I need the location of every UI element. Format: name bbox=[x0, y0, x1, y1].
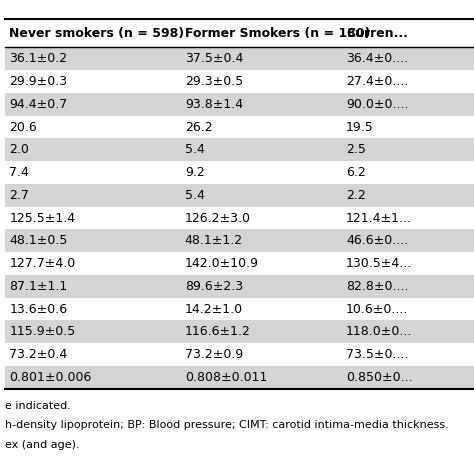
Text: 36.4±0....: 36.4±0.... bbox=[346, 52, 408, 65]
Text: 36.1±0.2: 36.1±0.2 bbox=[9, 52, 68, 65]
Text: 142.0±10.9: 142.0±10.9 bbox=[185, 257, 259, 270]
Text: 89.6±2.3: 89.6±2.3 bbox=[185, 280, 243, 293]
Text: 26.2: 26.2 bbox=[185, 120, 212, 134]
Text: 115.9±0.5: 115.9±0.5 bbox=[9, 325, 76, 338]
Text: 87.1±1.1: 87.1±1.1 bbox=[9, 280, 68, 293]
Text: e indicated.: e indicated. bbox=[5, 401, 71, 410]
Bar bbox=[5, 93, 474, 116]
Text: 0.808±0.011: 0.808±0.011 bbox=[185, 371, 267, 384]
Text: Never smokers (n = 598): Never smokers (n = 598) bbox=[9, 27, 184, 40]
Bar bbox=[5, 252, 474, 275]
Text: 48.1±0.5: 48.1±0.5 bbox=[9, 234, 68, 247]
Text: 0.801±0.006: 0.801±0.006 bbox=[9, 371, 92, 384]
Text: 19.5: 19.5 bbox=[346, 120, 374, 134]
Text: 6.2: 6.2 bbox=[346, 166, 366, 179]
Bar bbox=[5, 343, 474, 366]
Text: 2.7: 2.7 bbox=[9, 189, 29, 202]
Text: 73.2±0.4: 73.2±0.4 bbox=[9, 348, 68, 361]
Text: 46.6±0....: 46.6±0.... bbox=[346, 234, 408, 247]
Bar bbox=[5, 275, 474, 298]
Bar bbox=[5, 207, 474, 229]
Bar bbox=[5, 298, 474, 320]
Text: 20.6: 20.6 bbox=[9, 120, 37, 134]
Text: 2.2: 2.2 bbox=[346, 189, 366, 202]
Text: 5.4: 5.4 bbox=[185, 143, 205, 156]
Bar bbox=[5, 184, 474, 207]
Text: 2.0: 2.0 bbox=[9, 143, 29, 156]
Text: 7.4: 7.4 bbox=[9, 166, 29, 179]
Text: 94.4±0.7: 94.4±0.7 bbox=[9, 98, 68, 111]
Text: 73.2±0.9: 73.2±0.9 bbox=[185, 348, 243, 361]
Text: 125.5±1.4: 125.5±1.4 bbox=[9, 211, 76, 225]
Text: ex (and age).: ex (and age). bbox=[5, 440, 79, 450]
Bar bbox=[5, 161, 474, 184]
Text: 5.4: 5.4 bbox=[185, 189, 205, 202]
Bar bbox=[5, 70, 474, 93]
Text: 82.8±0....: 82.8±0.... bbox=[346, 280, 409, 293]
Text: 27.4±0....: 27.4±0.... bbox=[346, 75, 409, 88]
Text: 48.1±1.2: 48.1±1.2 bbox=[185, 234, 243, 247]
Text: 13.6±0.6: 13.6±0.6 bbox=[9, 302, 68, 316]
Text: 90.0±0....: 90.0±0.... bbox=[346, 98, 409, 111]
Bar bbox=[5, 366, 474, 389]
Bar bbox=[5, 116, 474, 138]
Text: 127.7±4.0: 127.7±4.0 bbox=[9, 257, 76, 270]
Bar bbox=[5, 320, 474, 343]
Text: 2.5: 2.5 bbox=[346, 143, 366, 156]
Text: 10.6±0....: 10.6±0.... bbox=[346, 302, 409, 316]
Bar bbox=[5, 138, 474, 161]
Text: 0.850±0...: 0.850±0... bbox=[346, 371, 413, 384]
Text: Former Smokers (n = 130): Former Smokers (n = 130) bbox=[185, 27, 370, 40]
Text: 116.6±1.2: 116.6±1.2 bbox=[185, 325, 251, 338]
Text: 93.8±1.4: 93.8±1.4 bbox=[185, 98, 243, 111]
Bar bbox=[5, 229, 474, 252]
Text: 29.3±0.5: 29.3±0.5 bbox=[185, 75, 243, 88]
Text: 37.5±0.4: 37.5±0.4 bbox=[185, 52, 243, 65]
Text: Curren...: Curren... bbox=[346, 27, 408, 40]
Text: 9.2: 9.2 bbox=[185, 166, 205, 179]
Text: 121.4±1...: 121.4±1... bbox=[346, 211, 412, 225]
Text: 14.2±1.0: 14.2±1.0 bbox=[185, 302, 243, 316]
Bar bbox=[5, 47, 474, 70]
Text: 29.9±0.3: 29.9±0.3 bbox=[9, 75, 68, 88]
Text: 126.2±3.0: 126.2±3.0 bbox=[185, 211, 251, 225]
Text: 130.5±4...: 130.5±4... bbox=[346, 257, 412, 270]
Text: 73.5±0....: 73.5±0.... bbox=[346, 348, 409, 361]
Text: 118.0±0...: 118.0±0... bbox=[346, 325, 412, 338]
Text: h-density lipoprotein; BP: Blood pressure; CIMT: carotid intima-media thickness.: h-density lipoprotein; BP: Blood pressur… bbox=[5, 420, 448, 430]
